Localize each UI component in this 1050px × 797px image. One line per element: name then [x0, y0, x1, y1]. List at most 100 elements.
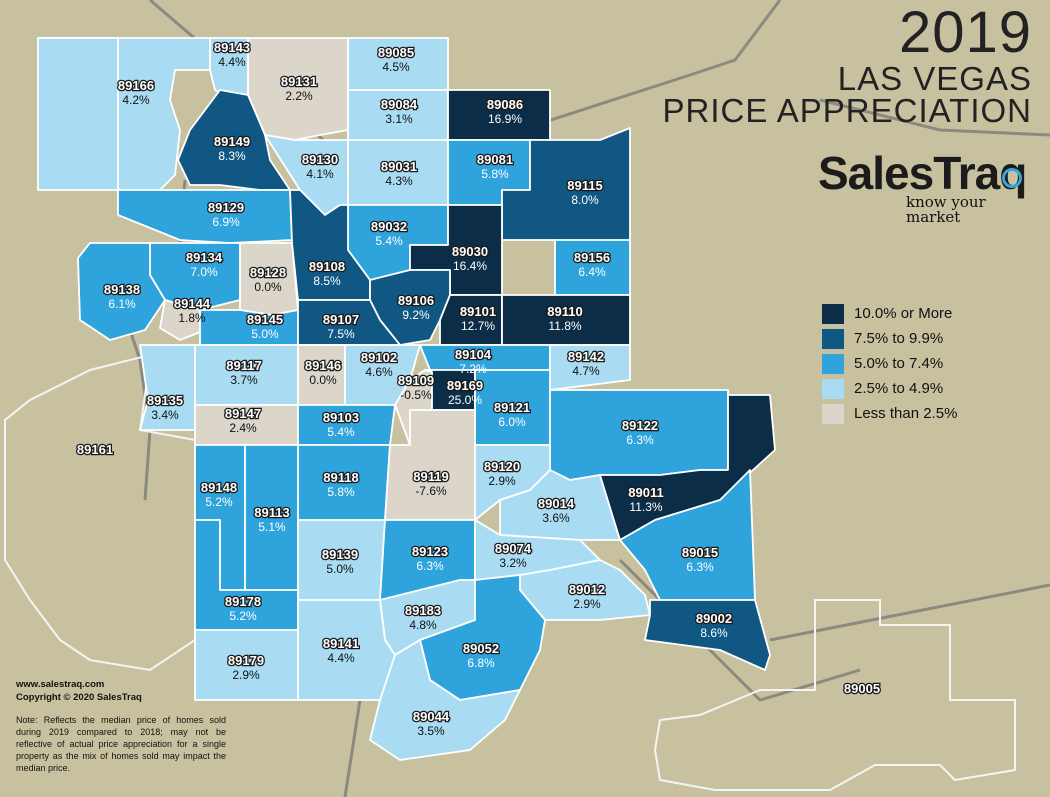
appreciation-percent-text: 8.5% — [313, 274, 341, 288]
appreciation-percent-text: 4.2% — [122, 93, 150, 107]
legend-swatch — [822, 378, 844, 399]
region-89015[interactable] — [619, 469, 756, 601]
footer-copyright: Copyright © 2020 SalesTraq — [16, 692, 142, 703]
zip-code-text: 89149 — [214, 134, 250, 149]
zip-code-text: 89118 — [323, 470, 358, 485]
zip-code-text: 89012 — [569, 582, 605, 597]
appreciation-percent-text: 6.3% — [686, 560, 714, 574]
legend-label: 7.5% to 9.9% — [854, 330, 944, 347]
zip-code-text: 89052 — [463, 641, 499, 656]
appreciation-percent-text: 2.4% — [229, 421, 257, 435]
zip-code-text: 89101 — [460, 304, 496, 319]
legend-item: 5.0% to 7.4% — [822, 351, 957, 376]
region-89002[interactable] — [644, 599, 771, 671]
legend-label: Less than 2.5% — [854, 405, 958, 422]
zip-code-text: 89074 — [495, 541, 532, 556]
zip-code-text: 89141 — [323, 636, 359, 651]
appreciation-percent-text: 4.7% — [572, 364, 600, 378]
appreciation-percent-text: 4.8% — [409, 618, 437, 632]
appreciation-percent-text: 25.0% — [448, 393, 482, 407]
appreciation-percent-text: 8.6% — [700, 626, 728, 640]
appreciation-percent-text: 16.9% — [488, 112, 522, 126]
appreciation-percent-text: 5.2% — [229, 609, 257, 623]
region-89107[interactable] — [297, 299, 401, 346]
appreciation-percent-text: 2.9% — [488, 474, 516, 488]
legend-label: 10.0% or More — [854, 305, 953, 322]
appreciation-percent-text: 6.1% — [108, 297, 136, 311]
appreciation-percent-text: 0.0% — [254, 280, 282, 294]
appreciation-percent-text: 6.3% — [416, 559, 444, 573]
region-89129[interactable] — [117, 189, 293, 244]
footer-url[interactable]: www.salestraq.com — [16, 679, 105, 690]
zip-code-text: 89015 — [682, 545, 718, 560]
zip-code-text: 89002 — [696, 611, 732, 626]
appreciation-percent-text: 3.1% — [385, 112, 413, 126]
region-89135[interactable] — [139, 344, 196, 431]
road-east-exit — [769, 583, 1050, 642]
zip-code-text: 89110 — [547, 304, 582, 319]
zip-label-89119: 89119-7.6% — [412, 468, 450, 498]
zip-code-text: 89166 — [118, 78, 154, 93]
appreciation-percent-text: 0.0% — [309, 373, 337, 387]
brand-logo[interactable]: SalesTraq know your market — [818, 150, 1043, 225]
zip-code-text: 89130 — [302, 152, 338, 167]
region-89044[interactable] — [369, 639, 521, 761]
zip-label-89109: 89109-0.5% — [397, 372, 436, 402]
appreciation-percent-text: 3.5% — [417, 724, 445, 738]
zip-code-text: 89085 — [378, 45, 414, 60]
region-89166-west[interactable] — [37, 37, 119, 191]
zip-code-text: 89106 — [398, 293, 434, 308]
legend-swatch — [822, 353, 844, 374]
brand-tagline: know your market — [906, 193, 986, 226]
appreciation-percent-text: 6.0% — [498, 415, 526, 429]
region-89119[interactable] — [384, 409, 476, 521]
zip-code-text: 89139 — [322, 547, 358, 562]
legend-label: 2.5% to 4.9% — [854, 380, 944, 397]
zip-code-text: 89131 — [281, 74, 317, 89]
region-89144[interactable] — [159, 299, 201, 341]
zip-code-text: 89122 — [622, 418, 658, 433]
zip-code-text: 89109 — [398, 373, 434, 388]
appreciation-percent-text: 7.2% — [459, 362, 487, 376]
zip-code-text: 89143 — [214, 40, 250, 55]
region-89138[interactable] — [77, 242, 166, 341]
legend: 10.0% or More 7.5% to 9.9% 5.0% to 7.4% … — [822, 301, 957, 426]
zip-code-text: 89169 — [447, 378, 483, 393]
appreciation-percent-text: 11.3% — [629, 500, 662, 514]
legend-item: 2.5% to 4.9% — [822, 376, 957, 401]
appreciation-percent-text: 5.2% — [205, 495, 233, 509]
zip-code-text: 89030 — [452, 244, 488, 259]
appreciation-percent-text: 5.8% — [327, 485, 355, 499]
zip-code-text: 89081 — [477, 152, 513, 167]
zip-code-text: 89084 — [381, 97, 418, 112]
appreciation-percent-text: 8.0% — [571, 193, 599, 207]
region-89108[interactable] — [289, 189, 371, 301]
zip-code-text: 89120 — [484, 459, 520, 474]
appreciation-percent-text: 7.5% — [327, 327, 355, 341]
